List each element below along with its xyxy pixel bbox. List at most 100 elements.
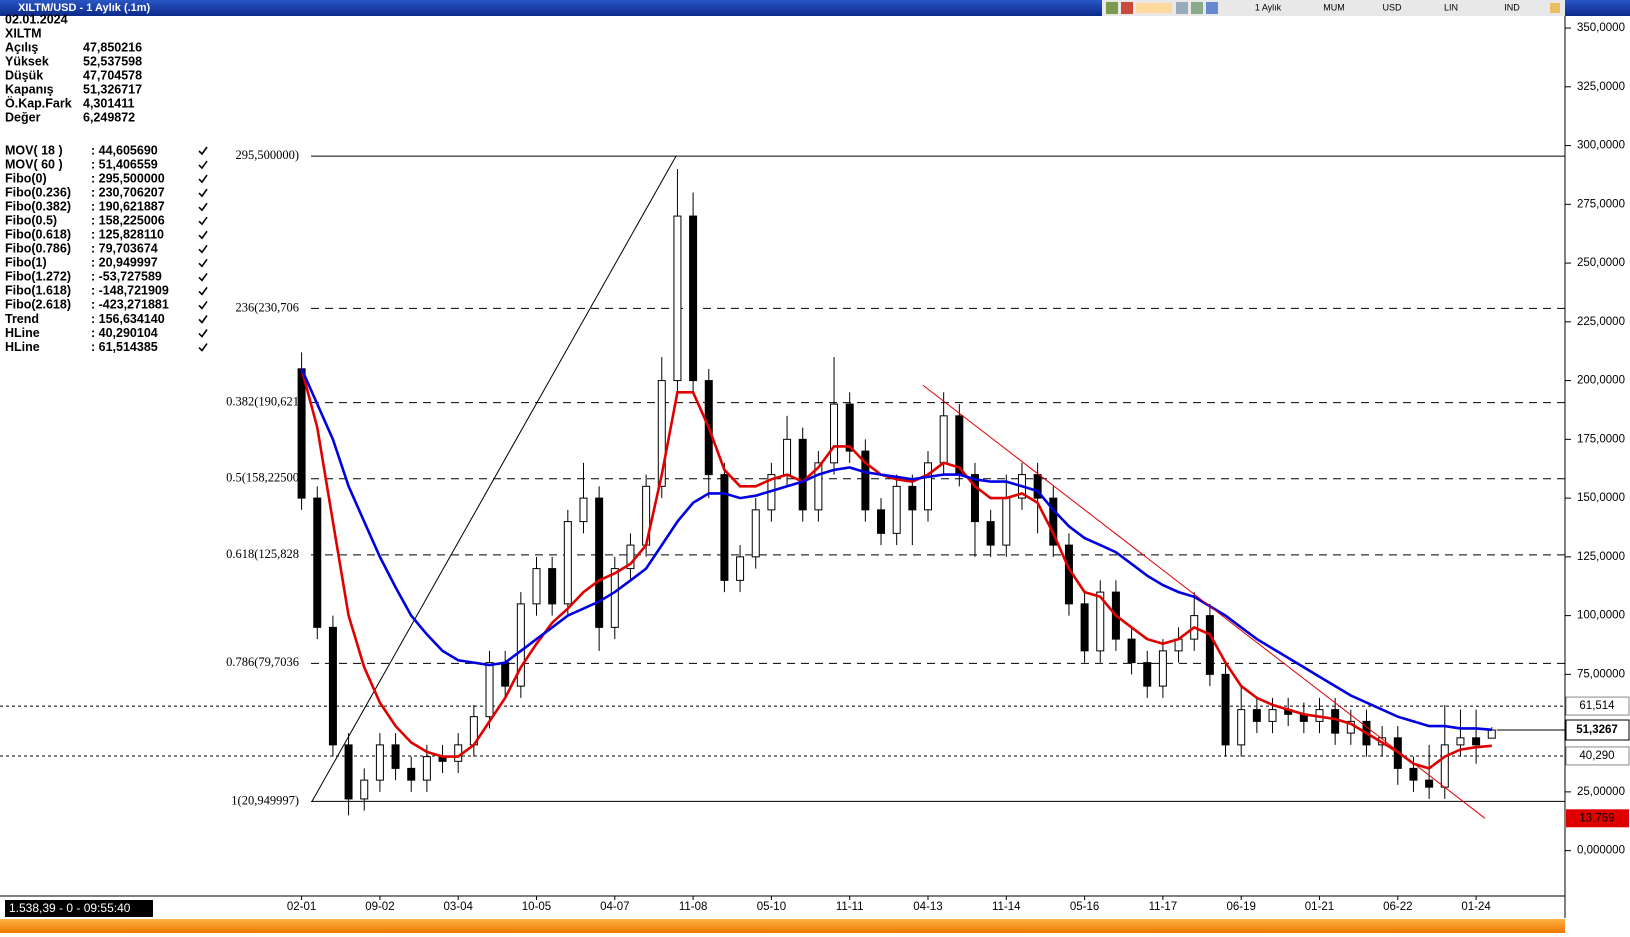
- candle-body: [1221, 673, 1230, 746]
- candle-body: [563, 521, 572, 605]
- y-tick-label: 0,000000: [1577, 845, 1625, 857]
- legend-check[interactable]: [198, 258, 208, 268]
- x-tick-label: 05-10: [757, 901, 786, 913]
- candle-body: [1472, 737, 1481, 746]
- legend-value: : 156,634140: [91, 312, 165, 326]
- x-tick-label: 06-22: [1383, 901, 1412, 913]
- tool-icon[interactable]: [1550, 3, 1560, 13]
- legend-check[interactable]: [198, 216, 208, 226]
- candle-body: [892, 485, 901, 534]
- toolbar-item[interactable]: USD: [1382, 2, 1402, 12]
- legend-name: Fibo(1.272): [5, 270, 71, 284]
- tool-icon[interactable]: [1191, 2, 1203, 14]
- x-tick-label: 03-04: [443, 901, 473, 913]
- info-value: 52,537598: [83, 54, 142, 68]
- y-tick-label: 125,0000: [1577, 551, 1625, 563]
- candle-body: [375, 744, 384, 781]
- candle-body: [328, 626, 337, 746]
- toolbar-item[interactable]: IND: [1504, 2, 1520, 12]
- legend-check[interactable]: [198, 315, 208, 324]
- candle-body: [485, 662, 494, 718]
- x-tick-label: 11-14: [992, 901, 1021, 913]
- toolbar-item[interactable]: 1 Aylık: [1255, 2, 1282, 12]
- trend-box: [1566, 809, 1629, 828]
- candle-body: [1033, 474, 1042, 499]
- trend-label: 13,759: [1579, 812, 1614, 824]
- legend-check[interactable]: [198, 343, 208, 352]
- candle-body: [1409, 767, 1418, 781]
- toolbar-item[interactable]: MUM: [1323, 2, 1345, 12]
- info-value: 47,704578: [83, 68, 142, 82]
- scrollbar[interactable]: [0, 919, 1565, 933]
- candle-body: [1440, 744, 1449, 788]
- legend-check[interactable]: [198, 300, 208, 310]
- candle-body: [1487, 729, 1496, 739]
- legend-check[interactable]: [198, 174, 208, 184]
- legend-name: HLine: [5, 326, 40, 340]
- legend-check[interactable]: [198, 244, 208, 254]
- candle-body: [1143, 662, 1152, 687]
- y-tick-label: 100,0000: [1577, 610, 1625, 622]
- fibo-label: 236(230,706: [235, 300, 299, 314]
- legend-check[interactable]: [198, 272, 208, 282]
- legend-check[interactable]: [198, 202, 208, 212]
- legend-value: : 51,406559: [91, 157, 158, 171]
- legend-value: : 125,828110: [91, 228, 164, 242]
- tool-icon[interactable]: [1136, 3, 1172, 13]
- moving-average: [300, 368, 1492, 770]
- legend-name: Fibo(0.382): [5, 199, 71, 213]
- info-label: Ö.Kap.Fark: [5, 95, 72, 110]
- legend-check[interactable]: [198, 160, 208, 170]
- tool-icon[interactable]: [1121, 2, 1133, 14]
- fibo-diagonal: [311, 155, 677, 802]
- x-tick-label: 04-13: [913, 901, 942, 913]
- candle-body: [751, 509, 760, 558]
- candle-body: [610, 568, 619, 628]
- legend-check[interactable]: [198, 286, 208, 296]
- candle-body: [720, 474, 729, 581]
- info-date: 02.01.2024: [5, 12, 68, 26]
- legend-check[interactable]: [198, 329, 208, 338]
- candle-body: [1425, 779, 1434, 788]
- legend-name: MOV( 18 ): [5, 143, 63, 157]
- info-label: Yüksek: [5, 54, 49, 68]
- tool-icon[interactable]: [1176, 2, 1188, 14]
- candle-body: [673, 215, 682, 382]
- y-tick-label: 275,0000: [1577, 198, 1625, 210]
- fibo-label: 0.786(79,7036: [226, 655, 299, 669]
- legend-name: Fibo(0.5): [5, 213, 57, 227]
- candle-body: [970, 474, 979, 523]
- legend-value: : -53,727589: [91, 270, 162, 284]
- fibo-label: 1(20,949997): [231, 793, 299, 807]
- last-price-label: 51,3267: [1576, 724, 1618, 736]
- candle-body: [516, 603, 525, 687]
- legend-value: : 20,949997: [91, 256, 158, 270]
- x-tick-label: 04-07: [600, 901, 629, 913]
- legend-name: Fibo(0.786): [5, 242, 71, 256]
- status-box: [5, 900, 153, 917]
- candle-body: [689, 215, 698, 382]
- moving-average: [300, 368, 1492, 732]
- legend-name: Fibo(1.618): [5, 284, 71, 298]
- candle-body: [297, 368, 306, 499]
- x-tick-label: 01-24: [1461, 901, 1491, 913]
- tool-icon[interactable]: [1106, 2, 1118, 14]
- candle-body: [1080, 603, 1089, 652]
- trend-line: [922, 384, 1486, 819]
- legend-check[interactable]: [198, 188, 208, 198]
- legend-name: Fibo(0.618): [5, 228, 71, 242]
- legend-value: : 158,225006: [91, 213, 165, 227]
- x-tick-label: 09-02: [365, 901, 394, 913]
- legend-check[interactable]: [198, 146, 208, 156]
- toolbar-item[interactable]: LIN: [1444, 2, 1458, 12]
- last-price-box: [1565, 719, 1630, 741]
- tool-icon[interactable]: [1206, 2, 1218, 14]
- info-symbol: XILTM: [5, 26, 42, 40]
- legend-value: : -148,721909: [91, 284, 169, 298]
- x-tick-label: 11-17: [1149, 901, 1178, 913]
- legend-name: MOV( 60 ): [5, 157, 63, 171]
- y-tick-label: 225,0000: [1577, 316, 1625, 328]
- info-value: 4,301411: [83, 96, 134, 110]
- legend-check[interactable]: [198, 230, 208, 240]
